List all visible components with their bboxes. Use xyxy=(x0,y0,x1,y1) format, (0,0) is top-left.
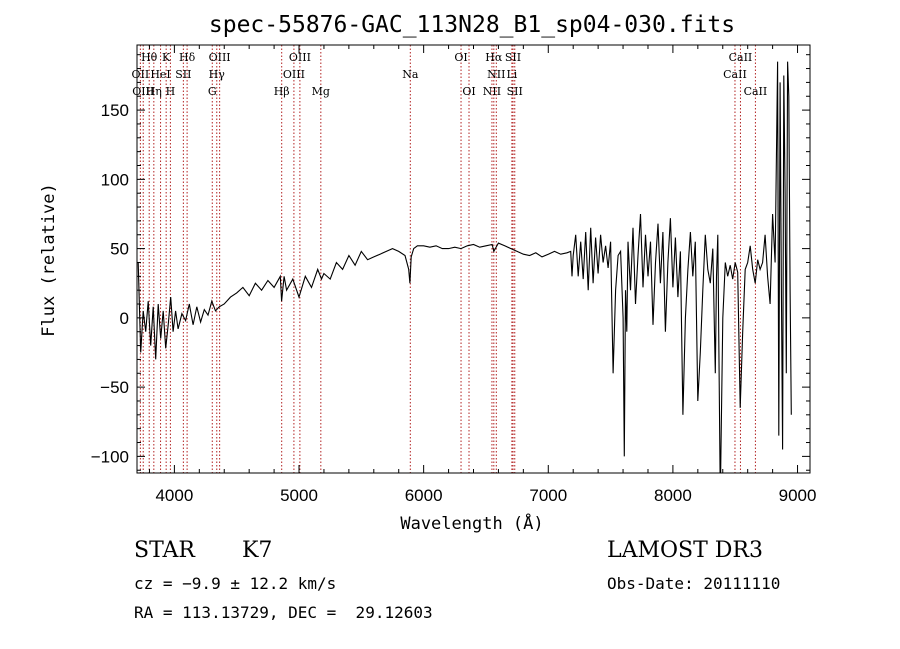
spectrum-curve xyxy=(137,61,792,473)
spectral-line-label: HeI xyxy=(150,68,170,81)
y-axis: −100 −50 0 50 100 150 xyxy=(91,54,810,471)
spectral-line-label: Mg xyxy=(312,85,330,98)
spectral-line-label: Hα xyxy=(485,51,503,64)
spectral-line-label: OIII xyxy=(283,68,305,81)
x-tick-label: 5000 xyxy=(280,486,318,505)
spectral-line-label: OIII xyxy=(289,51,311,64)
spectral-line-label: NII xyxy=(483,85,501,98)
spectral-line-label: NII xyxy=(487,68,505,81)
spectral-line-label: Na xyxy=(402,68,419,81)
y-tick-label: 150 xyxy=(101,101,129,120)
spectral-line-label: SII xyxy=(507,85,523,98)
y-tick-label: 50 xyxy=(110,240,129,259)
y-tick-label: −50 xyxy=(100,378,129,397)
spectral-line-label: OII xyxy=(132,68,150,81)
spectral-line-label: K xyxy=(162,51,171,64)
observation-date: Obs-Date: 20111110 xyxy=(607,574,781,593)
spectral-line-markers xyxy=(139,45,756,473)
spectral-line-label: CaII xyxy=(723,68,747,81)
y-axis-label: Flux (relative) xyxy=(39,183,59,337)
x-tick-label: 8000 xyxy=(654,486,692,505)
x-axis-label: Wavelength (Å) xyxy=(400,512,543,534)
object-class: STAR xyxy=(134,538,195,563)
x-tick-label: 6000 xyxy=(405,486,443,505)
coordinates: RA = 113.13729, DEC = 29.12603 xyxy=(134,603,433,622)
x-tick-label: 4000 xyxy=(155,486,193,505)
survey-name: LAMOST DR3 xyxy=(607,538,763,563)
y-tick-label: −100 xyxy=(91,447,129,466)
spectral-line-label: Hη xyxy=(146,85,162,98)
spectral-line-label: SII xyxy=(175,68,191,81)
x-axis: 4000 5000 6000 7000 8000 9000 xyxy=(148,45,817,505)
spectral-line-label: Hδ xyxy=(179,51,196,64)
spectral-line-label: H xyxy=(166,85,176,98)
object-subclass: K7 xyxy=(242,538,273,563)
spectral-line-label: G xyxy=(208,85,217,98)
spectral-line-label: CaII xyxy=(744,85,768,98)
plot-frame xyxy=(136,44,811,474)
spectral-line-label: CaII xyxy=(729,51,753,64)
y-tick-label: 0 xyxy=(120,309,129,328)
spectral-line-label: Li xyxy=(506,68,517,81)
spectral-line-label: OI xyxy=(454,51,467,64)
chart-title: spec-55876-GAC_113N28_B1_sp04-030.fits xyxy=(209,12,735,38)
spectral-line-label: OI xyxy=(462,85,475,98)
y-tick-label: 100 xyxy=(101,170,129,189)
x-tick-label: 7000 xyxy=(529,486,567,505)
spectral-line-label: OIII xyxy=(209,51,231,64)
spectral-line-label: SII xyxy=(505,51,521,64)
spectral-line-label: Hβ xyxy=(274,85,290,98)
spectral-line-label: Hθ xyxy=(141,51,158,64)
spectral-line-label: OIII xyxy=(132,85,154,98)
redshift-cz: cz = −9.9 ± 12.2 km/s xyxy=(134,574,337,593)
spectral-line-label: Hγ xyxy=(209,68,226,81)
x-tick-label: 9000 xyxy=(779,486,817,505)
